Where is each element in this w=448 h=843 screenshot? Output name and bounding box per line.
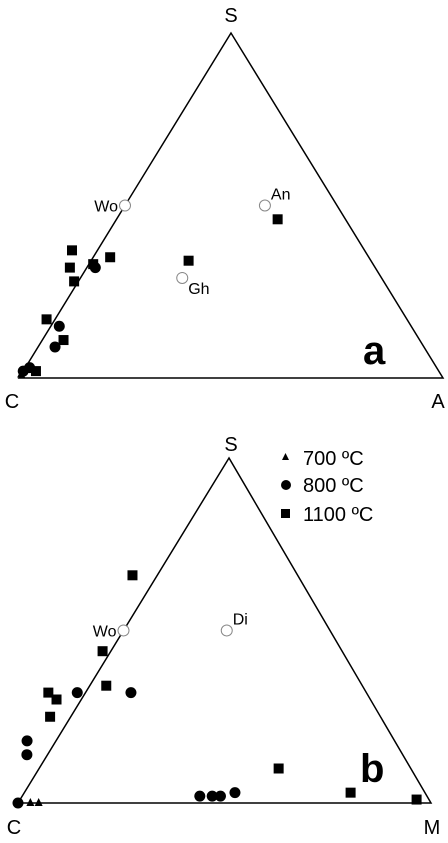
reference-mineral-marker-wo: [117, 624, 130, 637]
data-point-square-b-5: [127, 570, 138, 581]
data-point-triangle-b-1: [34, 798, 43, 806]
data-point-square-b-7: [345, 787, 356, 798]
data-point-circle-a-3: [53, 320, 65, 332]
data-point-square-a-1: [58, 335, 69, 346]
legend-circle-symbol: [281, 480, 291, 490]
data-point-square-a-7: [105, 252, 116, 263]
vertex-label-right-b: M: [424, 817, 441, 839]
data-point-square-a-0: [30, 366, 41, 377]
data-point-square-b-6: [273, 763, 284, 774]
data-point-circle-b-1: [21, 749, 33, 761]
data-point-circle-b-3: [71, 687, 83, 699]
reference-mineral-marker-wo: [119, 199, 131, 212]
panel-label-b: b: [360, 747, 384, 791]
data-point-square-a-2: [41, 314, 52, 325]
data-point-square-a-8: [183, 255, 194, 266]
data-point-circle-b-2: [21, 735, 33, 747]
reference-mineral-label-di: Di: [233, 612, 248, 629]
vertex-label-left-a: C: [5, 391, 19, 413]
data-point-circle-b-4: [125, 687, 137, 699]
data-point-circle-b-7: [214, 790, 226, 802]
reference-mineral-marker-di: [220, 624, 233, 637]
data-point-triangle-b-0: [26, 798, 35, 806]
reference-mineral-marker-an: [258, 199, 271, 212]
vertex-label-right-a: A: [431, 391, 445, 413]
data-point-circle-b-5: [194, 790, 206, 802]
data-point-square-a-6: [88, 259, 99, 270]
data-point-square-b-4: [97, 646, 108, 657]
reference-mineral-label-an: An: [271, 187, 291, 204]
panel-label-a: a: [363, 329, 386, 373]
data-point-square-a-4: [69, 276, 80, 287]
vertex-label-top-a: S: [224, 5, 237, 27]
data-point-square-b-1: [51, 694, 62, 705]
legend-square-symbol: [281, 509, 290, 518]
data-point-square-a-3: [64, 262, 75, 273]
data-point-circle-a-2: [49, 341, 61, 353]
triangle-outline-a: [17, 31, 445, 379]
data-point-square-a-5: [67, 245, 77, 256]
data-point-circle-b-8: [229, 787, 241, 799]
legend: 700 ºC 800 ºC 1100 ºC: [281, 448, 373, 526]
legend-label-800: 800 ºC: [303, 475, 364, 497]
legend-label-1100: 1100 ºC: [303, 504, 373, 526]
data-point-square-b-3: [101, 680, 112, 691]
data-point-circle-b-6: [206, 790, 218, 802]
reference-mineral-label-wo: Wo: [93, 624, 117, 641]
data-points-a: Wo An Gh: [17, 187, 290, 378]
data-point-square-b-0: [43, 687, 54, 698]
data-point-square-a-9: [272, 214, 283, 225]
reference-mineral-marker-gh: [176, 271, 189, 284]
reference-mineral-label-wo: Wo: [94, 199, 118, 216]
data-point-square-b-8: [411, 794, 422, 805]
vertex-label-left-b: C: [7, 817, 21, 839]
legend-triangle-symbol: [282, 453, 289, 460]
data-point-square-b-2: [45, 711, 56, 722]
legend-label-700: 700 ºC: [303, 448, 364, 470]
reference-mineral-label-gh: Gh: [188, 281, 209, 298]
data-point-circle-b-0: [12, 797, 24, 809]
data-points-b: Wo Di: [12, 570, 422, 809]
ternary-panel-b: S C M b Wo Di: [7, 434, 441, 839]
ternary-panel-a: S C A a Wo An Gh: [5, 5, 446, 413]
vertex-label-top-b: S: [224, 434, 237, 456]
